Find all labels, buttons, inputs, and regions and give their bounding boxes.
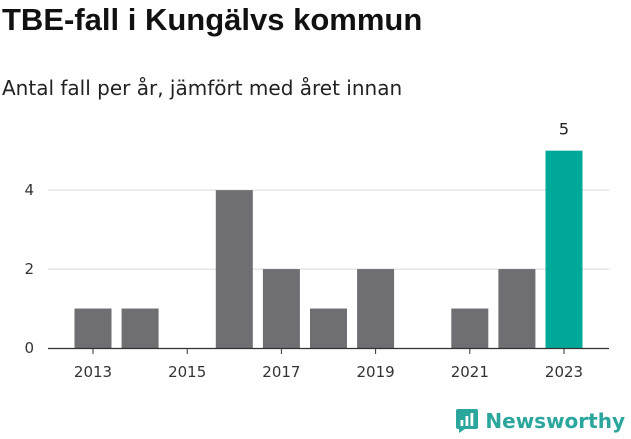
bar-2023	[545, 150, 583, 348]
bar-2019	[357, 269, 395, 348]
newsworthy-logo: Newsworthy	[455, 408, 625, 434]
data-label-2023: 5	[559, 120, 569, 139]
chart-title: TBE-fall i Kungälvs kommun	[2, 2, 423, 37]
bar-2017	[262, 269, 300, 348]
bar-2018	[310, 308, 347, 348]
bar-2016	[215, 190, 253, 348]
chart-subtitle: Antal fall per år, jämfört med året inna…	[2, 76, 403, 100]
y-tick-label: 0	[24, 339, 34, 357]
x-tick-label: 2019	[357, 363, 395, 381]
x-tick-label: 2013	[74, 363, 112, 381]
y-tick-label: 4	[24, 181, 34, 199]
x-tick-label: 2021	[451, 363, 489, 381]
x-tick-label: 2017	[262, 363, 300, 381]
y-tick-label: 2	[24, 260, 34, 278]
chart-bubble-icon	[456, 409, 479, 433]
x-tick-label: 2015	[168, 363, 206, 381]
bar-2013	[74, 308, 112, 348]
bar-2014	[121, 308, 159, 348]
brand-name: Newsworthy	[485, 409, 625, 433]
x-tick-label: 2023	[545, 363, 583, 381]
bar-2022	[498, 269, 536, 348]
bar-2021	[451, 308, 489, 348]
